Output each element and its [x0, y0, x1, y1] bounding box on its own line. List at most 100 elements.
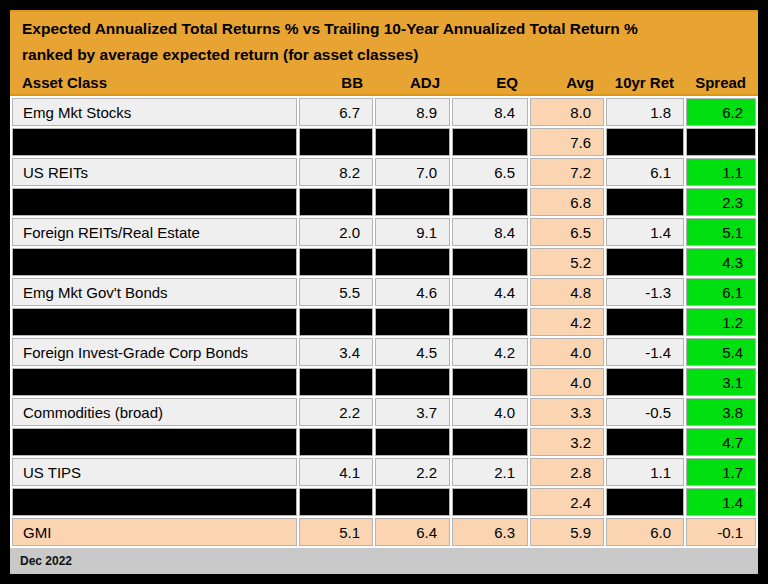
cell-avg: 4.0: [530, 338, 604, 366]
cell-eq: [452, 308, 528, 336]
column-header-asset-class: Asset Class: [12, 74, 297, 91]
cell-spread: 3.8: [686, 398, 756, 426]
column-header-spread: Spread: [686, 74, 756, 91]
cell-spread: 1.7: [686, 458, 756, 486]
cell-adj: 6.4: [375, 518, 450, 546]
column-header-adj: ADJ: [375, 74, 450, 91]
table-row: Emg Mkt Gov't Bonds5.54.64.44.8-1.36.1: [12, 278, 756, 306]
cell-eq: 4.2: [452, 338, 528, 366]
cell-adj: [375, 128, 450, 156]
cell-bb: [299, 248, 373, 276]
table-row-summary: GMI5.16.46.35.96.0-0.1: [12, 518, 756, 546]
cell-eq: 8.4: [452, 218, 528, 246]
report-frame: Expected Annualized Total Returns % vs T…: [10, 10, 758, 576]
cell-asset-class: GMI: [12, 518, 297, 546]
cell-adj: [375, 428, 450, 456]
cell-bb: 2.0: [299, 218, 373, 246]
cell-eq: 8.4: [452, 98, 528, 126]
cell-asset-class: Commodities (broad): [12, 398, 297, 426]
cell-ret10: [606, 128, 684, 156]
cell-bb: [299, 488, 373, 516]
table-row-redacted: 5.2 4.3: [12, 248, 756, 276]
cell-ret10: 1.1: [606, 458, 684, 486]
cell-eq: 2.1: [452, 458, 528, 486]
cell-avg: 4.2: [530, 308, 604, 336]
table-row: US TIPS4.12.22.12.81.11.7: [12, 458, 756, 486]
table-row-redacted: 6.82.3: [12, 188, 756, 216]
cell-adj: 2.2: [375, 458, 450, 486]
cell-ret10: -1.4: [606, 338, 684, 366]
cell-bb: [299, 428, 373, 456]
cell-bb: [299, 368, 373, 396]
cell-asset-class: [12, 488, 297, 516]
cell-ret10: 1.4: [606, 218, 684, 246]
cell-avg: 3.2: [530, 428, 604, 456]
cell-bb: 8.2: [299, 158, 373, 186]
cell-bb: 2.2: [299, 398, 373, 426]
cell-asset-class: US REITs: [12, 158, 297, 186]
cell-spread: 4.7: [686, 428, 756, 456]
cell-adj: 9.1: [375, 218, 450, 246]
cell-adj: [375, 488, 450, 516]
cell-adj: [375, 248, 450, 276]
cell-avg: 2.8: [530, 458, 604, 486]
cell-ret10: [606, 428, 684, 456]
table-header-band: Expected Annualized Total Returns % vs T…: [10, 10, 758, 96]
page-subtitle: ranked by average expected return (for a…: [10, 42, 758, 68]
cell-avg: 5.9: [530, 518, 604, 546]
date-label: Dec 2022: [20, 554, 72, 568]
cell-adj: 8.9: [375, 98, 450, 126]
cell-adj: 4.6: [375, 278, 450, 306]
cell-avg: 3.3: [530, 398, 604, 426]
cell-bb: [299, 188, 373, 216]
cell-bb: 5.1: [299, 518, 373, 546]
cell-avg: 5.2: [530, 248, 604, 276]
cell-adj: 7.0: [375, 158, 450, 186]
cell-ret10: [606, 248, 684, 276]
table-row-redacted: 7.6: [12, 128, 756, 156]
cell-avg: 6.5: [530, 218, 604, 246]
column-header-bb: BB: [299, 74, 373, 91]
cell-asset-class: [12, 248, 297, 276]
cell-bb: 3.4: [299, 338, 373, 366]
cell-eq: 6.5: [452, 158, 528, 186]
cell-ret10: -1.3: [606, 278, 684, 306]
table-row: Commodities (broad)2.23.74.03.3-0.53.8: [12, 398, 756, 426]
cell-eq: 4.0: [452, 398, 528, 426]
cell-asset-class: [12, 368, 297, 396]
cell-ret10: [606, 368, 684, 396]
column-header-avg: Avg: [530, 74, 604, 91]
cell-asset-class: Emg Mkt Gov't Bonds: [12, 278, 297, 306]
cell-avg: 4.8: [530, 278, 604, 306]
cell-asset-class: Foreign REITs/Real Estate: [12, 218, 297, 246]
table-row-redacted: 2.41.4: [12, 488, 756, 516]
cell-bb: [299, 128, 373, 156]
cell-asset-class: [12, 188, 297, 216]
column-header-10yr-ret: 10yr Ret: [606, 74, 684, 91]
cell-asset-class: [12, 128, 297, 156]
table-row: US REITs8.27.06.57.26.11.1: [12, 158, 756, 186]
cell-adj: 4.5: [375, 338, 450, 366]
cell-eq: [452, 368, 528, 396]
table-row: Emg Mkt Stocks6.78.98.48.01.86.2: [12, 98, 756, 126]
cell-asset-class: [12, 428, 297, 456]
cell-spread: 1.1: [686, 158, 756, 186]
table-row-redacted: 4.21.2: [12, 308, 756, 336]
cell-ret10: -0.5: [606, 398, 684, 426]
cell-spread: 3.1: [686, 368, 756, 396]
cell-ret10: [606, 488, 684, 516]
cell-avg: 4.0: [530, 368, 604, 396]
cell-asset-class: [12, 308, 297, 336]
cell-adj: [375, 188, 450, 216]
cell-avg: 6.8: [530, 188, 604, 216]
footer-bar: Dec 2022: [10, 548, 758, 574]
cell-spread: 5.4: [686, 338, 756, 366]
cell-spread: 6.2: [686, 98, 756, 126]
cell-bb: 4.1: [299, 458, 373, 486]
returns-table: Emg Mkt Stocks6.78.98.48.01.86.27.6US RE…: [10, 96, 758, 548]
cell-bb: 6.7: [299, 98, 373, 126]
cell-adj: [375, 308, 450, 336]
cell-spread: [686, 128, 756, 156]
cell-spread: 4.3: [686, 248, 756, 276]
cell-adj: [375, 368, 450, 396]
